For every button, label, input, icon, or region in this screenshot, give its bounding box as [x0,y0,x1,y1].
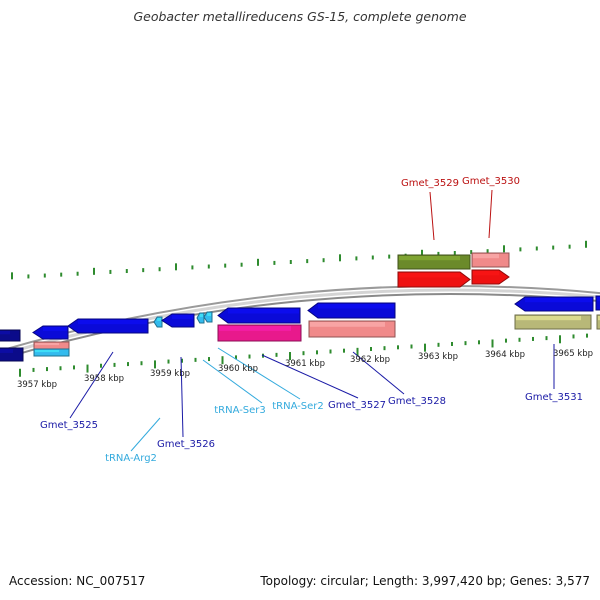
gene-box-salmon-small[interactable] [33,341,70,350]
accession-label: Accession: NC_007517 [9,574,146,588]
gene-arrow-red-b[interactable] [471,269,510,285]
gene-arrow-left-edge[interactable] [0,329,21,342]
feature-label[interactable]: tRNA-Ser2 [272,401,324,412]
gene-box-khaki-edge[interactable] [596,314,600,330]
map-title: Geobacter metallireducens GS-15, complet… [133,9,467,24]
gene-box-salmon[interactable] [308,320,396,338]
gene-box-navy[interactable] [0,347,24,362]
feature-label[interactable]: tRNA-Ser3 [214,405,266,416]
leader-line [202,359,263,404]
leader-line [488,189,493,239]
gene-arrow-gmet-3531[interactable] [514,296,594,312]
gene-arrow-gmet-3528[interactable] [307,302,396,319]
feature-label[interactable]: Gmet_3526 [157,439,215,450]
scale-label: 3959 kbp [150,369,190,379]
gene-arrow-a[interactable] [67,318,149,334]
topology-label: Topology: circular; Length: 3,997,420 bp… [260,574,590,588]
feature-label[interactable]: Gmet_3530 [462,176,520,187]
leader-line [429,191,435,241]
leader-line [352,351,405,395]
leader-line [180,356,184,438]
scale-label: 3965 kbp [553,349,593,359]
gene-arrow-gmet-3527[interactable] [217,307,301,324]
feature-label[interactable]: Gmet_3529 [401,178,459,189]
leader-line [261,354,359,399]
trna-arrow-ser2[interactable] [203,311,213,323]
feature-label[interactable]: tRNA-Arg2 [105,453,157,464]
scale-label: 3962 kbp [350,355,390,365]
gene-arrow-gmet-3525[interactable] [32,325,69,340]
feature-label[interactable]: Gmet_3528 [388,396,446,407]
leader-line [69,351,114,419]
gene-features[interactable] [0,252,600,362]
gene-arrow-red-a[interactable] [397,271,471,288]
scale-label: 3957 kbp [17,380,57,390]
tick-marks [11,240,588,377]
trna-arrow-ser3[interactable] [196,312,205,324]
feature-label[interactable]: Gmet_3525 [40,420,98,431]
gene-arrow-right-edge[interactable] [595,295,600,311]
scale-label: 3963 kbp [418,352,458,362]
feature-label[interactable]: Gmet_3531 [525,392,583,403]
gene-arrow-gmet-3526[interactable] [161,313,195,328]
feature-label[interactable]: Gmet_3527 [328,400,386,411]
gene-box-gmet-3530[interactable] [471,252,510,268]
scale-labels: 3957 kbp 3958 kbp 3959 kbp 3960 kbp 3961 kbp… [17,349,593,390]
gene-box-magenta[interactable] [217,324,302,342]
gene-box-gmet-3529[interactable] [397,254,471,270]
label-leader-lines [69,189,555,452]
scale-label: 3960 kbp [218,364,258,374]
scale-label: 3958 kbp [84,374,124,384]
gene-box-khaki[interactable] [514,314,592,330]
leader-line [217,347,301,400]
leader-line [130,417,161,452]
gene-box-cyan-small[interactable] [33,348,70,357]
trna-arrow-arg2[interactable] [153,316,163,328]
scale-label: 3961 kbp [285,359,325,369]
scale-label: 3964 kbp [485,350,525,360]
